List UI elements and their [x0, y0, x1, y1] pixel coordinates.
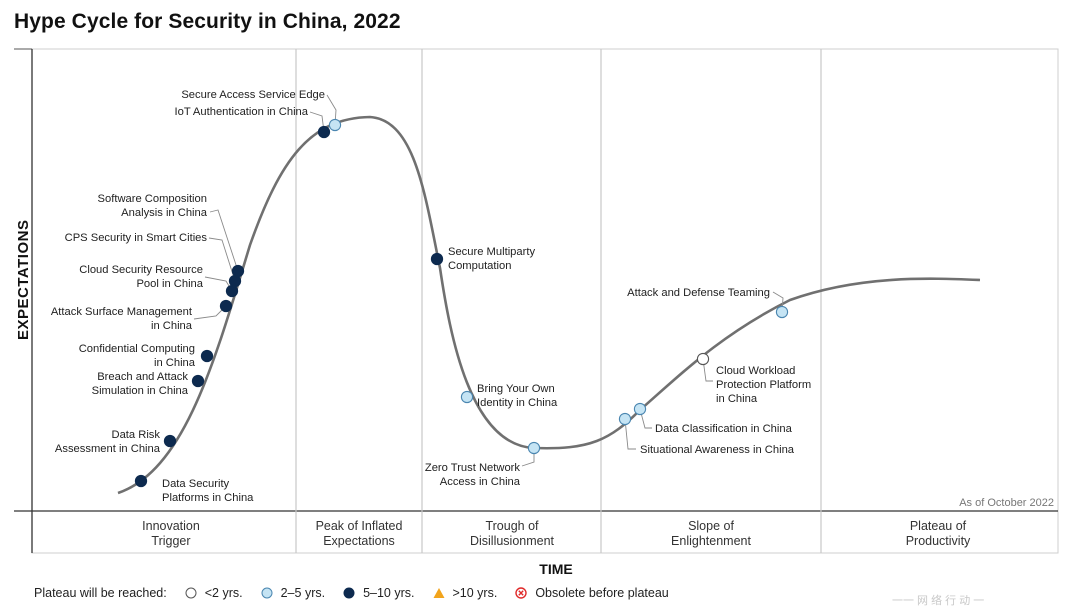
legend-label-obsolete: Obsolete before plateau: [535, 586, 669, 600]
technology-label: in China: [716, 393, 758, 405]
technology-label: Attack Surface Management: [51, 306, 193, 318]
hype-curve: [117, 115, 981, 495]
navy-circle-icon: [343, 587, 355, 599]
technology-label: Access in China: [440, 476, 521, 488]
technology-points: [134, 118, 789, 488]
orange-triangle-icon: [433, 588, 444, 598]
technology-point: [231, 264, 245, 278]
leader-lines: [193, 94, 784, 467]
technology-point: [775, 305, 789, 319]
technology-label: Data Classification in China: [655, 423, 793, 435]
technology-label: Platforms in China: [162, 492, 254, 504]
legend: Plateau will be reached: <2 yrs. 2–5 yrs…: [34, 586, 669, 600]
technology-label: Cloud Security Resource: [79, 264, 203, 276]
red-x-circle-icon: [515, 587, 528, 599]
technology-label: Simulation in China: [92, 385, 189, 397]
phase-label-slope: Slope of: [688, 519, 734, 533]
technology-label: Protection Platform: [716, 379, 811, 391]
phase-label-plateau: Productivity: [906, 534, 971, 548]
leader-line: [639, 408, 652, 429]
phase-label-plateau: Plateau of: [910, 519, 967, 533]
technology-label: Identity in China: [477, 397, 558, 409]
legend-item-lt2: <2 yrs.: [185, 586, 243, 600]
legend-item-2to5: 2–5 yrs.: [261, 586, 325, 600]
phase-label-peak: Peak of Inflated: [316, 519, 403, 533]
technology-label: Zero Trust Network: [425, 462, 521, 474]
technology-point: [527, 441, 541, 455]
legend-label-gt10: >10 yrs.: [452, 586, 498, 600]
technology-label: Cloud Workload: [716, 365, 795, 377]
technology-point: [430, 252, 444, 266]
leader-line: [208, 237, 236, 282]
technology-label: Secure Access Service Edge: [181, 89, 325, 101]
technology-label: in China: [154, 357, 196, 369]
technology-label: IoT Authentication in China: [174, 106, 308, 118]
technology-point: [633, 402, 647, 416]
leader-line: [209, 209, 239, 272]
leader-line: [624, 418, 636, 450]
technology-label: Data Security: [162, 478, 230, 490]
white-circle-icon: [185, 587, 197, 599]
chart-frame: [14, 48, 1059, 554]
y-axis-label: EXPECTATIONS: [15, 220, 32, 340]
legend-label-lt2: <2 yrs.: [204, 586, 243, 600]
technology-point: [163, 434, 177, 448]
watermark-text: 一一 网 络 行 动 一: [892, 595, 985, 607]
technology-label: Secure Multiparty: [448, 246, 535, 258]
phase-label-peak: Expectations: [323, 534, 395, 548]
technology-point: [696, 352, 710, 366]
technology-point: [618, 412, 632, 426]
technology-label: Data Risk: [112, 429, 161, 441]
chart-title: Hype Cycle for Security in China, 2022: [14, 10, 401, 33]
legend-label-2to5: 2–5 yrs.: [280, 586, 326, 600]
technology-label: Analysis in China: [121, 207, 208, 219]
technology-point: [317, 125, 331, 139]
technology-point: [191, 374, 205, 388]
technology-point: [328, 118, 342, 132]
technology-label: Assessment in China: [55, 443, 161, 455]
technology-label: Confidential Computing: [79, 343, 195, 355]
legend-item-gt10: >10 yrs.: [433, 586, 498, 600]
phase-label-innovation: Trigger: [151, 534, 190, 548]
legend-prefix: Plateau will be reached:: [34, 586, 167, 600]
phase-label-trough: Trough of: [485, 519, 539, 533]
technology-label: in China: [151, 320, 193, 332]
phase-label-slope: Enlightenment: [671, 534, 751, 548]
technology-label: Software Composition: [98, 193, 207, 205]
technology-point: [219, 299, 233, 313]
technology-label: Situational Awareness in China: [640, 444, 795, 456]
technology-label: Breach and Attack: [97, 371, 188, 383]
technology-label: Attack and Defense Teaming: [627, 287, 770, 299]
technology-label: Bring Your Own: [477, 383, 555, 395]
as-of-note: As of October 2022: [959, 497, 1054, 509]
technology-label: CPS Security in Smart Cities: [65, 232, 208, 244]
technology-point: [200, 349, 214, 363]
phase-label-innovation: Innovation: [142, 519, 200, 533]
leader-line: [702, 358, 713, 382]
legend-item-obsolete: Obsolete before plateau: [515, 586, 669, 600]
hype-curve-layer: [117, 115, 981, 495]
light-blue-circle-icon: [261, 587, 273, 599]
technology-label: Pool in China: [136, 278, 203, 290]
technology-labels: Data Security Platforms in China Data Risk…: [51, 89, 811, 504]
technology-point: [134, 474, 148, 488]
technology-label: Computation: [448, 260, 511, 272]
phase-label-trough: Disillusionment: [470, 534, 555, 548]
legend-item-5to10: 5–10 yrs.: [343, 586, 415, 600]
technology-point: [460, 390, 474, 404]
x-axis-label: TIME: [539, 561, 572, 577]
legend-label-5to10: 5–10 yrs.: [363, 586, 415, 600]
